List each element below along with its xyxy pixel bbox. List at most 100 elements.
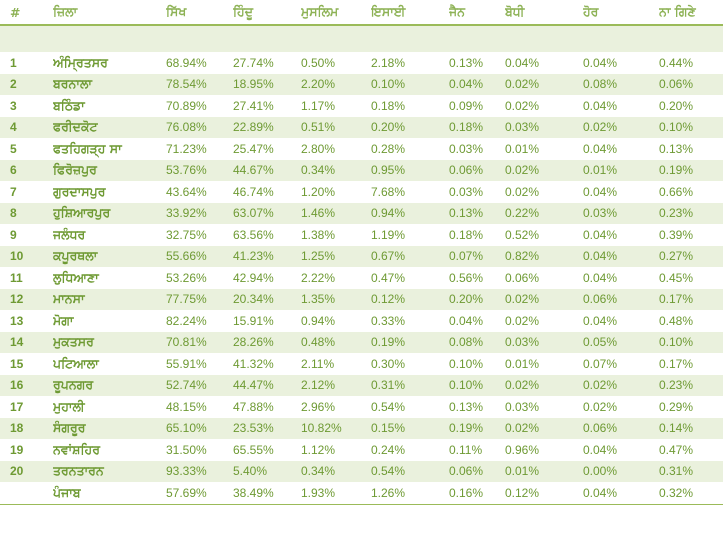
muslim-value: 2.22% bbox=[301, 270, 336, 285]
buddhist-value: 0.12% bbox=[505, 485, 540, 500]
muslim-value: 0.94% bbox=[301, 313, 336, 328]
other-value: 0.04% bbox=[583, 98, 618, 113]
table-row: 20 ਤਰਨਤਾਰਨ 93.33% 5.40% 0.34% 0.54% 0.06% 0.01%… bbox=[0, 460, 723, 482]
hindu-value: 23.53% bbox=[233, 421, 274, 436]
row-index: 7 bbox=[10, 184, 17, 199]
christian-value: 0.31% bbox=[371, 378, 406, 393]
header-index: # bbox=[10, 4, 21, 20]
christian-value: 0.54% bbox=[371, 464, 406, 479]
sikh-value: 65.10% bbox=[166, 421, 207, 436]
header-sikh: ਸਿੱਖ bbox=[166, 4, 187, 19]
row-index: 9 bbox=[10, 227, 17, 242]
sikh-value: 32.75% bbox=[166, 227, 207, 242]
hindu-value: 25.47% bbox=[233, 141, 274, 156]
religion-table-container: # ਜ਼ਿਲਾ ਸਿੱਖ ਹਿੰਦੂ ਮੁਸਲਿਮ ਇਸਾਈ ਜੈਨ ਬੋਧੀ … bbox=[0, 4, 723, 504]
table-row: 14 ਮੁਕਤਸਰ 70.81% 28.26% 0.48% 0.19% 0.08% 0.03%… bbox=[0, 331, 723, 353]
buddhist-value: 0.01% bbox=[505, 464, 540, 479]
not-stated-value: 0.47% bbox=[659, 442, 694, 457]
other-value: 0.04% bbox=[583, 141, 618, 156]
not-stated-value: 0.48% bbox=[659, 313, 694, 328]
muslim-value: 1.12% bbox=[301, 442, 336, 457]
christian-value: 0.19% bbox=[371, 335, 406, 350]
not-stated-value: 0.06% bbox=[659, 77, 694, 92]
blank-cell bbox=[659, 25, 723, 52]
table-row: 7 ਗੁਰਦਾਸਪੁਰ 43.64% 46.74% 1.20% 7.68% 0.03% 0.0… bbox=[0, 181, 723, 203]
buddhist-value: 0.02% bbox=[505, 313, 540, 328]
not-stated-value: 0.17% bbox=[659, 292, 694, 307]
district-name: ਮੁਹਾਲੀ bbox=[53, 398, 85, 414]
district-name: ਫਰੀਦਕੋਟ bbox=[53, 119, 98, 135]
christian-value: 1.26% bbox=[371, 485, 406, 500]
district-name: ਫਿਰੋਜ਼ਪੁਰ bbox=[53, 162, 97, 178]
jain-value: 0.56% bbox=[449, 270, 484, 285]
table-row: 13 ਮੋਗਾ 82.24% 15.91% 0.94% 0.33% 0.04% 0.02% 0.… bbox=[0, 310, 723, 332]
muslim-value: 1.38% bbox=[301, 227, 336, 242]
not-stated-value: 0.45% bbox=[659, 270, 694, 285]
sikh-value: 68.94% bbox=[166, 55, 207, 70]
christian-value: 7.68% bbox=[371, 184, 406, 199]
christian-value: 0.18% bbox=[371, 98, 406, 113]
hindu-value: 27.41% bbox=[233, 98, 274, 113]
other-value: 0.04% bbox=[583, 485, 618, 500]
not-stated-value: 0.17% bbox=[659, 356, 694, 371]
christian-value: 0.10% bbox=[371, 77, 406, 92]
buddhist-value: 0.03% bbox=[505, 335, 540, 350]
table-row: 9 ਜਲੰਧਰ 32.75% 63.56% 1.38% 1.19% 0.18% 0.52% 0.… bbox=[0, 224, 723, 246]
sikh-value: 82.24% bbox=[166, 313, 207, 328]
not-stated-value: 0.27% bbox=[659, 249, 694, 264]
row-index: 4 bbox=[10, 120, 17, 135]
blank-cell bbox=[449, 25, 505, 52]
district-name: ਸੰਗਰੂਰ bbox=[53, 420, 86, 436]
sikh-value: 52.74% bbox=[166, 378, 207, 393]
row-index: 6 bbox=[10, 163, 17, 178]
header-hindu: ਹਿੰਦੂ bbox=[233, 4, 253, 19]
christian-value: 1.19% bbox=[371, 227, 406, 242]
sikh-value: 76.08% bbox=[166, 120, 207, 135]
hindu-value: 63.07% bbox=[233, 206, 274, 221]
sikh-value: 70.89% bbox=[166, 98, 207, 113]
religion-by-district-table: # ਜ਼ਿਲਾ ਸਿੱਖ ਹਿੰਦੂ ਮੁਸਲਿਮ ਇਸਾਈ ਜੈਨ ਬੋਧੀ … bbox=[0, 4, 723, 504]
blank-cell bbox=[166, 25, 233, 52]
buddhist-value: 0.02% bbox=[505, 163, 540, 178]
buddhist-value: 0.02% bbox=[505, 184, 540, 199]
not-stated-value: 0.66% bbox=[659, 184, 694, 199]
row-index: 13 bbox=[10, 313, 24, 328]
table-row: 2 ਬਰਨਾਲਾ 78.54% 18.95% 2.20% 0.10% 0.04% 0.02% 0… bbox=[0, 73, 723, 95]
hindu-value: 44.67% bbox=[233, 163, 274, 178]
other-value: 0.04% bbox=[583, 184, 618, 199]
christian-value: 0.12% bbox=[371, 292, 406, 307]
buddhist-value: 0.02% bbox=[505, 421, 540, 436]
hindu-value: 15.91% bbox=[233, 313, 274, 328]
district-name: ਹੁਸ਼ਿਆਰਪੁਰ bbox=[53, 205, 111, 221]
header-jain: ਜੈਨ bbox=[449, 4, 465, 19]
row-index: 2 bbox=[10, 77, 17, 92]
muslim-value: 0.34% bbox=[301, 163, 336, 178]
row-index: 19 bbox=[10, 442, 24, 457]
buddhist-value: 0.04% bbox=[505, 55, 540, 70]
muslim-value: 0.48% bbox=[301, 335, 336, 350]
other-value: 0.05% bbox=[583, 335, 618, 350]
christian-value: 0.33% bbox=[371, 313, 406, 328]
row-index: 5 bbox=[10, 141, 17, 156]
district-name: ਮਾਨਸਾ bbox=[53, 291, 85, 307]
other-value: 0.04% bbox=[583, 313, 618, 328]
table-row: 6 ਫਿਰੋਜ਼ਪੁਰ 53.76% 44.67% 0.34% 0.95% 0.06% 0.0… bbox=[0, 159, 723, 181]
not-stated-value: 0.31% bbox=[659, 464, 694, 479]
buddhist-value: 0.52% bbox=[505, 227, 540, 242]
district-name: ਕਪੂਰਥਲਾ bbox=[53, 248, 98, 264]
sikh-value: 43.64% bbox=[166, 184, 207, 199]
blank-cell bbox=[301, 25, 371, 52]
jain-value: 0.06% bbox=[449, 464, 484, 479]
other-value: 0.04% bbox=[583, 270, 618, 285]
christian-value: 0.28% bbox=[371, 141, 406, 156]
blank-cell bbox=[583, 25, 659, 52]
muslim-value: 0.50% bbox=[301, 55, 336, 70]
jain-value: 0.13% bbox=[449, 399, 484, 414]
jain-value: 0.19% bbox=[449, 421, 484, 436]
jain-value: 0.07% bbox=[449, 249, 484, 264]
christian-value: 0.15% bbox=[371, 421, 406, 436]
hindu-value: 5.40% bbox=[233, 464, 268, 479]
jain-value: 0.04% bbox=[449, 77, 484, 92]
row-index: 8 bbox=[10, 206, 17, 221]
sikh-value: 31.50% bbox=[166, 442, 207, 457]
